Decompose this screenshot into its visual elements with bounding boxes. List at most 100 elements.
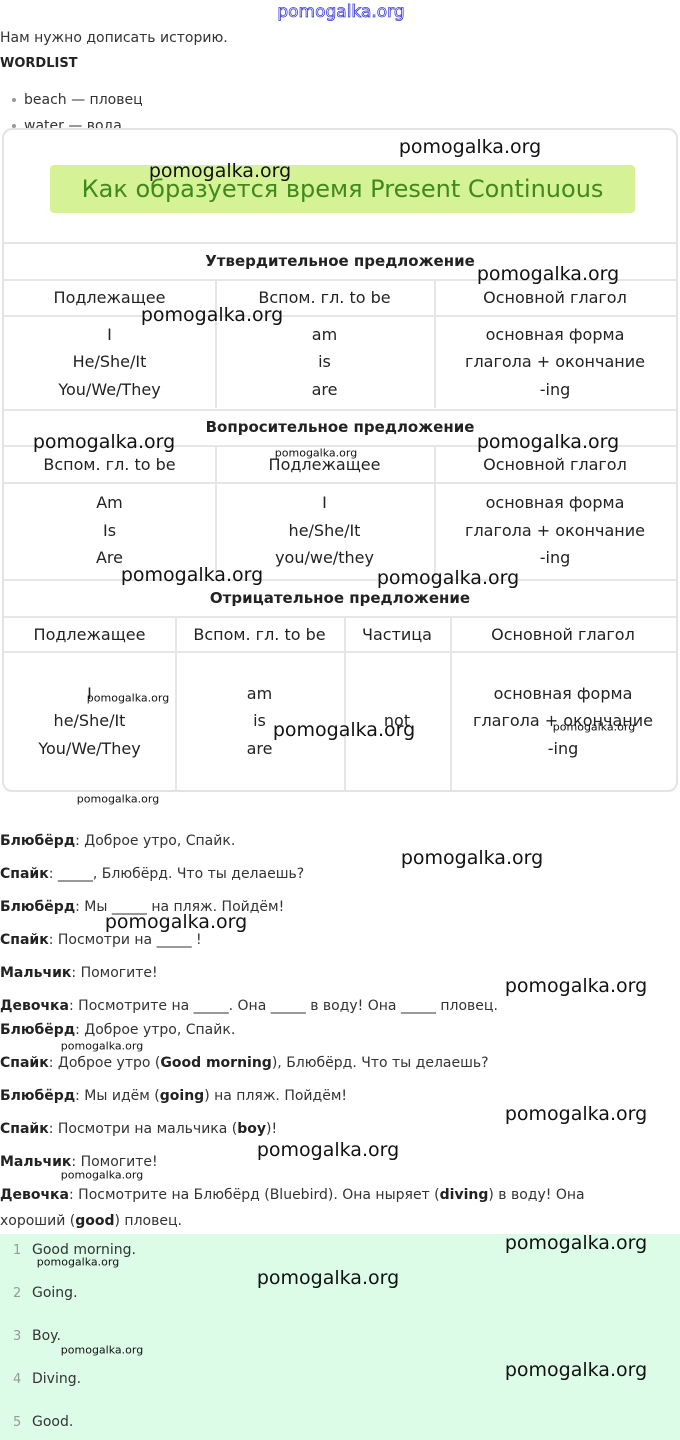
wordlist-item: beach — пловец: [12, 92, 143, 108]
dialogue-text: : Помогите!: [71, 965, 158, 981]
column-header: Основной глагол: [491, 624, 635, 644]
cell-line: He/She/It: [72, 352, 147, 372]
dialogue-line: Спайк: Посмотри на _____ !: [0, 927, 650, 953]
line-h: [4, 482, 676, 484]
dialogue-line: Спайк: Доброе утро (Good morning), Блюбё…: [0, 1050, 650, 1076]
table-cell: Am Is Are: [4, 483, 215, 578]
dialogue-text: : Доброе утро, Спайк.: [75, 1022, 236, 1038]
watermark: pomogalka.org: [256, 1267, 400, 1289]
cell-line: I: [107, 324, 112, 344]
watermark: pomogalka.org: [552, 720, 636, 734]
line-v: [175, 617, 177, 790]
cell-line: Are: [95, 548, 123, 568]
dialogue-line: Мальчик: Помогите!: [0, 1149, 650, 1175]
dialogue-text: ), Блюбёрд. Что ты делаешь?: [271, 1055, 489, 1071]
table-cell: основная форма глагола + окончание -ing: [434, 483, 676, 578]
speaker: Спайк: [0, 866, 49, 882]
line-h: [4, 242, 676, 244]
cell-line: I: [87, 683, 92, 703]
dialogue-text: : Посмотри на _____ !: [48, 932, 202, 948]
intro: Нам нужно дописать историю.: [0, 30, 228, 46]
cell-line: -ing: [547, 738, 579, 758]
dialogue-bold: good: [75, 1213, 115, 1229]
watermark: pomogalka.org: [277, 2, 405, 23]
watermark: pomogalka.org: [504, 975, 648, 997]
dialogue-text: : Мы _____ на пляж. Пойдём!: [75, 899, 285, 915]
cell-line: -ing: [539, 548, 571, 568]
column-header: Вспом. гл. to be: [258, 288, 391, 308]
cell-line: Is: [102, 520, 117, 540]
speaker: Блюбёрд: [0, 833, 76, 849]
section-heading: Вопросительное предложение: [205, 418, 475, 437]
cell-line: You/We/They: [58, 379, 161, 399]
answer-text: Good morning.: [32, 1242, 137, 1258]
table-cell: am is are: [175, 652, 344, 790]
watermark: pomogalka.org: [256, 1139, 400, 1161]
cell-line: not: [383, 711, 411, 731]
line-h: [4, 579, 676, 581]
dialogue-text: : Посмотрите на Блюбёрд (Bluebird). Она …: [69, 1187, 440, 1203]
cell-line: основная форма: [485, 324, 625, 344]
line-h: [4, 616, 676, 618]
cell-line: Am: [96, 493, 123, 513]
dialogue-line: Девочка: Посмотрите на _____. Она _____ …: [0, 993, 650, 1019]
cell-line: you/we/they: [275, 548, 374, 568]
watermark: pomogalka.org: [104, 911, 248, 933]
answer-text: Diving.: [32, 1371, 82, 1387]
cell-line: are: [246, 738, 273, 758]
watermark: pomogalka.org: [504, 1103, 648, 1125]
cell-line: глагола + окончание: [465, 520, 645, 540]
speaker: Девочка: [0, 998, 70, 1014]
speaker: Спайк: [0, 1121, 49, 1137]
dialogue-text: )!: [266, 1121, 278, 1137]
watermark: pomogalka.org: [32, 431, 176, 453]
line-h: [4, 409, 676, 411]
dialogue-bold: diving: [439, 1187, 489, 1203]
answer-number: 3: [13, 1329, 22, 1344]
watermark: pomogalka.org: [504, 1232, 648, 1254]
watermark: pomogalka.org: [86, 691, 170, 705]
dialogue-line: Блюбёрд: Доброе утро, Спайк.: [0, 1017, 650, 1043]
dialogue-line: Спайк: Посмотри на мальчика (boy)!: [0, 1116, 650, 1142]
column-header: Основной глагол: [483, 288, 627, 308]
dialogue-text: : Помогите!: [71, 1154, 158, 1170]
cell-line: глагола + окончание: [473, 711, 653, 731]
section-heading: Утвердительное предложение: [205, 251, 475, 270]
column-header: Частица: [362, 624, 432, 644]
watermark: pomogalka.org: [36, 1255, 120, 1269]
speaker: Мальчик: [0, 1154, 72, 1170]
dialogue-text: : Доброе утро, Спайк.: [75, 833, 236, 849]
speaker: Спайк: [0, 932, 49, 948]
cell-line: he/She/It: [288, 520, 361, 540]
line-v: [434, 280, 436, 408]
dialogue-bold: Good morning: [160, 1055, 272, 1071]
column-header: Подлежащее: [268, 454, 381, 474]
table-cell: основная форма глагола + окончание -ing: [434, 316, 676, 408]
wordlist-title: WORDLIST: [0, 56, 78, 71]
cell-line: is: [253, 711, 266, 731]
line-v: [344, 617, 346, 790]
watermark: pomogalka.org: [76, 792, 160, 806]
line-h: [4, 445, 676, 447]
speaker: Блюбёрд: [0, 1088, 76, 1104]
cell-line: am: [246, 683, 273, 703]
watermark: pomogalka.org: [272, 719, 416, 741]
watermark: pomogalka.org: [376, 567, 520, 589]
line-v: [450, 617, 452, 790]
line-v: [215, 280, 217, 408]
column-header: Подлежащее: [33, 624, 146, 644]
dialogue-text: : Посмотри на мальчика (: [48, 1121, 238, 1137]
line-h: [4, 651, 676, 653]
watermark: pomogalka.org: [274, 446, 358, 460]
watermark: pomogalka.org: [398, 136, 542, 158]
dialogue-text: : _____, Блюбёрд. Что ты делаешь?: [48, 866, 305, 882]
cell-line: You/We/They: [38, 738, 141, 758]
watermark: pomogalka.org: [60, 1343, 144, 1357]
watermark: pomogalka.org: [504, 1359, 648, 1381]
table-title: Как образуется время Present Continuous: [50, 165, 635, 213]
dialogue-text: : Мы идём (: [75, 1088, 160, 1104]
line-h: [4, 279, 676, 281]
watermark: pomogalka.org: [140, 304, 284, 326]
